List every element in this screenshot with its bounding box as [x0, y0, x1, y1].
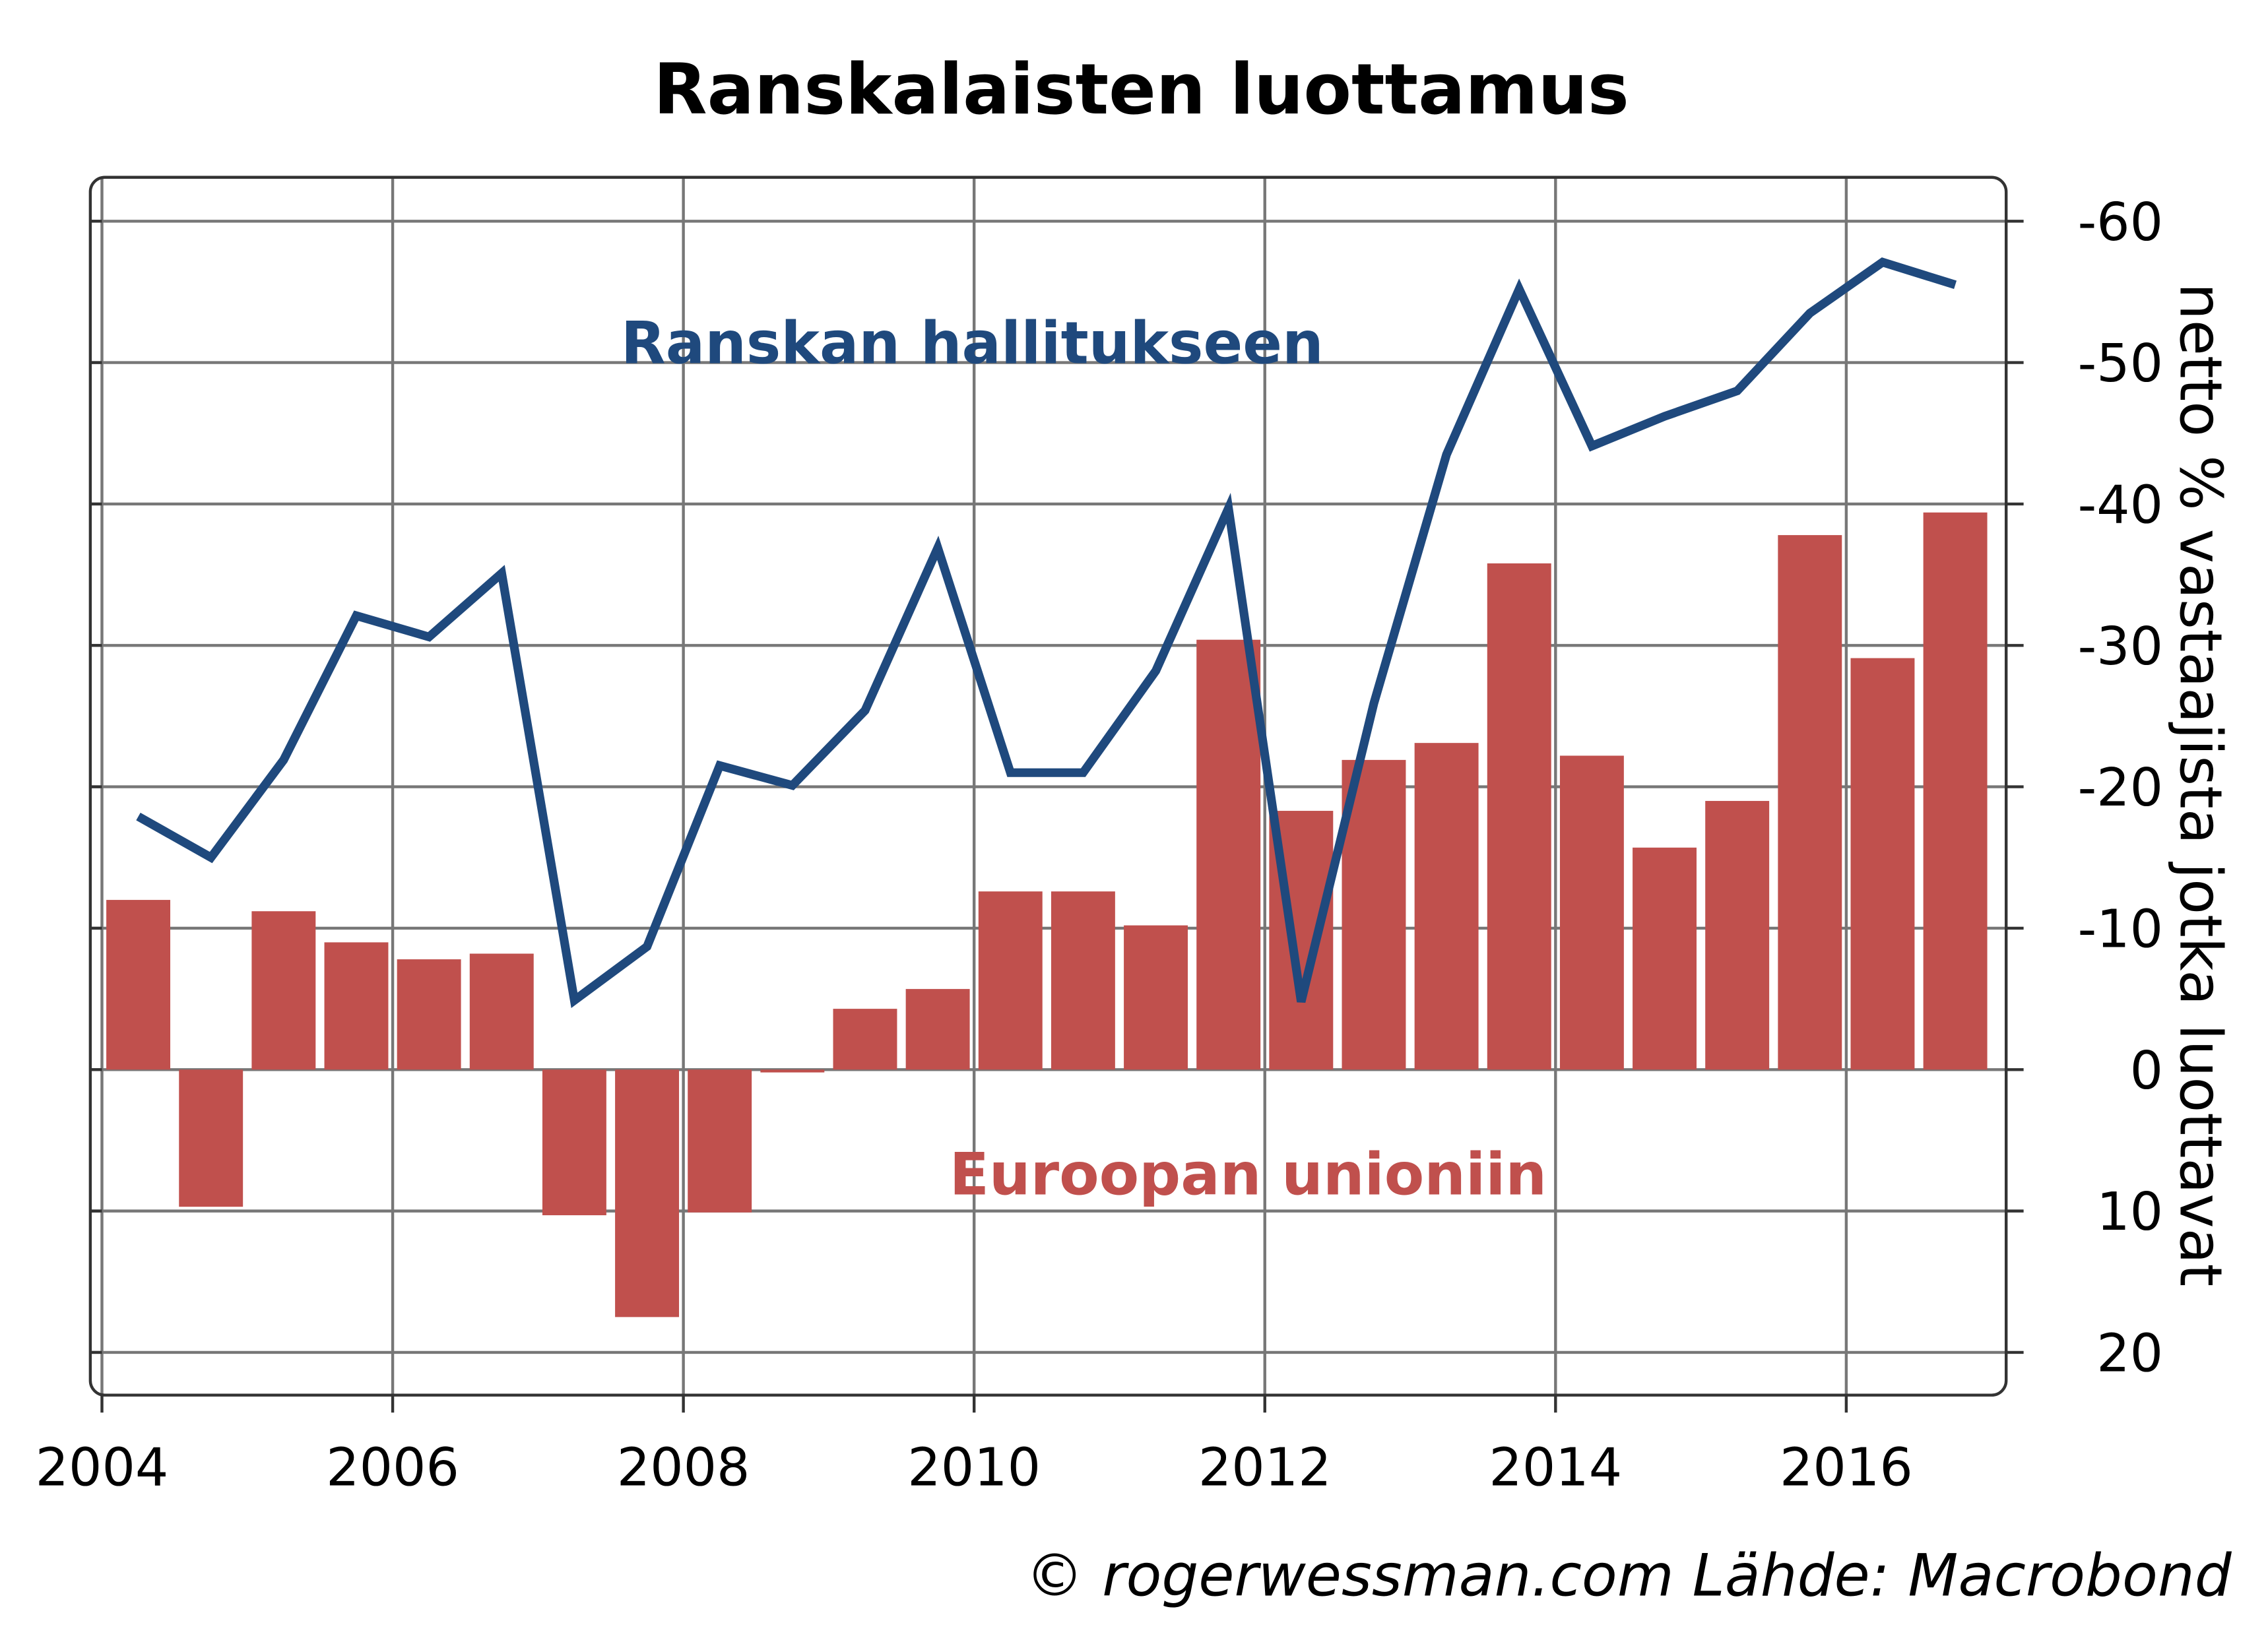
bar: [1487, 563, 1551, 1070]
x-tick-label: 2006: [326, 1436, 459, 1498]
x-tick-label: 2010: [907, 1436, 1041, 1498]
x-tick-label: 2012: [1198, 1436, 1332, 1498]
y-tick-label: -30: [2078, 616, 2164, 677]
y-tick-label: -10: [2078, 899, 2164, 960]
bar: [469, 953, 534, 1070]
bar: [833, 1009, 897, 1070]
source-note: © rogerwessman.com Lähde: Macrobond: [1025, 1542, 2232, 1610]
bar: [179, 1069, 243, 1207]
bar: [1705, 801, 1770, 1070]
bar: [1051, 891, 1115, 1070]
bar: [615, 1069, 680, 1317]
x-tick-label: 2004: [36, 1436, 169, 1498]
x-tick-label: 2014: [1489, 1436, 1622, 1498]
bar: [1414, 743, 1479, 1070]
bar: [324, 942, 389, 1070]
bar: [1124, 925, 1188, 1070]
x-tick-label: 2008: [617, 1436, 750, 1498]
chart-title: Ranskalaisten luottamus: [653, 49, 1629, 130]
y-tick-label: 0: [2130, 1040, 2163, 1101]
bar: [978, 891, 1043, 1070]
axis-ticks: 2004 2006 2008 2010 2012 2014 2016-60-50-40-30…: [36, 191, 2164, 1498]
y-tick-label: 10: [2096, 1181, 2163, 1242]
y-tick-label: -40: [2078, 474, 2164, 536]
bar: [1923, 512, 1988, 1070]
bar: [1342, 759, 1406, 1070]
bar: [1778, 535, 1842, 1070]
line-path: [136, 257, 1957, 1008]
y-tick-label: 20: [2096, 1323, 2163, 1384]
bar: [1633, 847, 1697, 1070]
bar: [542, 1069, 606, 1216]
bar: [760, 1069, 825, 1073]
bar-series: [106, 512, 1988, 1317]
y-tick-label: -50: [2078, 333, 2164, 394]
y-axis-label: netto % vastaajista jotka luottavat: [2167, 283, 2235, 1286]
bar: [1196, 639, 1261, 1070]
bar: [397, 959, 461, 1070]
bar: [905, 989, 970, 1070]
line-series: [136, 257, 1957, 1008]
legend-label-bars: Euroopan unioniin: [950, 1141, 1547, 1209]
bar: [251, 911, 316, 1070]
bar: [688, 1069, 752, 1213]
bar: [106, 900, 171, 1070]
x-tick-label: 2016: [1780, 1436, 1913, 1498]
bar: [1559, 755, 1624, 1070]
legend-label-line: Ranskan hallitukseen: [621, 309, 1324, 377]
bar: [1850, 658, 1915, 1070]
y-tick-label: -60: [2078, 191, 2164, 253]
y-tick-label: -20: [2078, 757, 2164, 818]
